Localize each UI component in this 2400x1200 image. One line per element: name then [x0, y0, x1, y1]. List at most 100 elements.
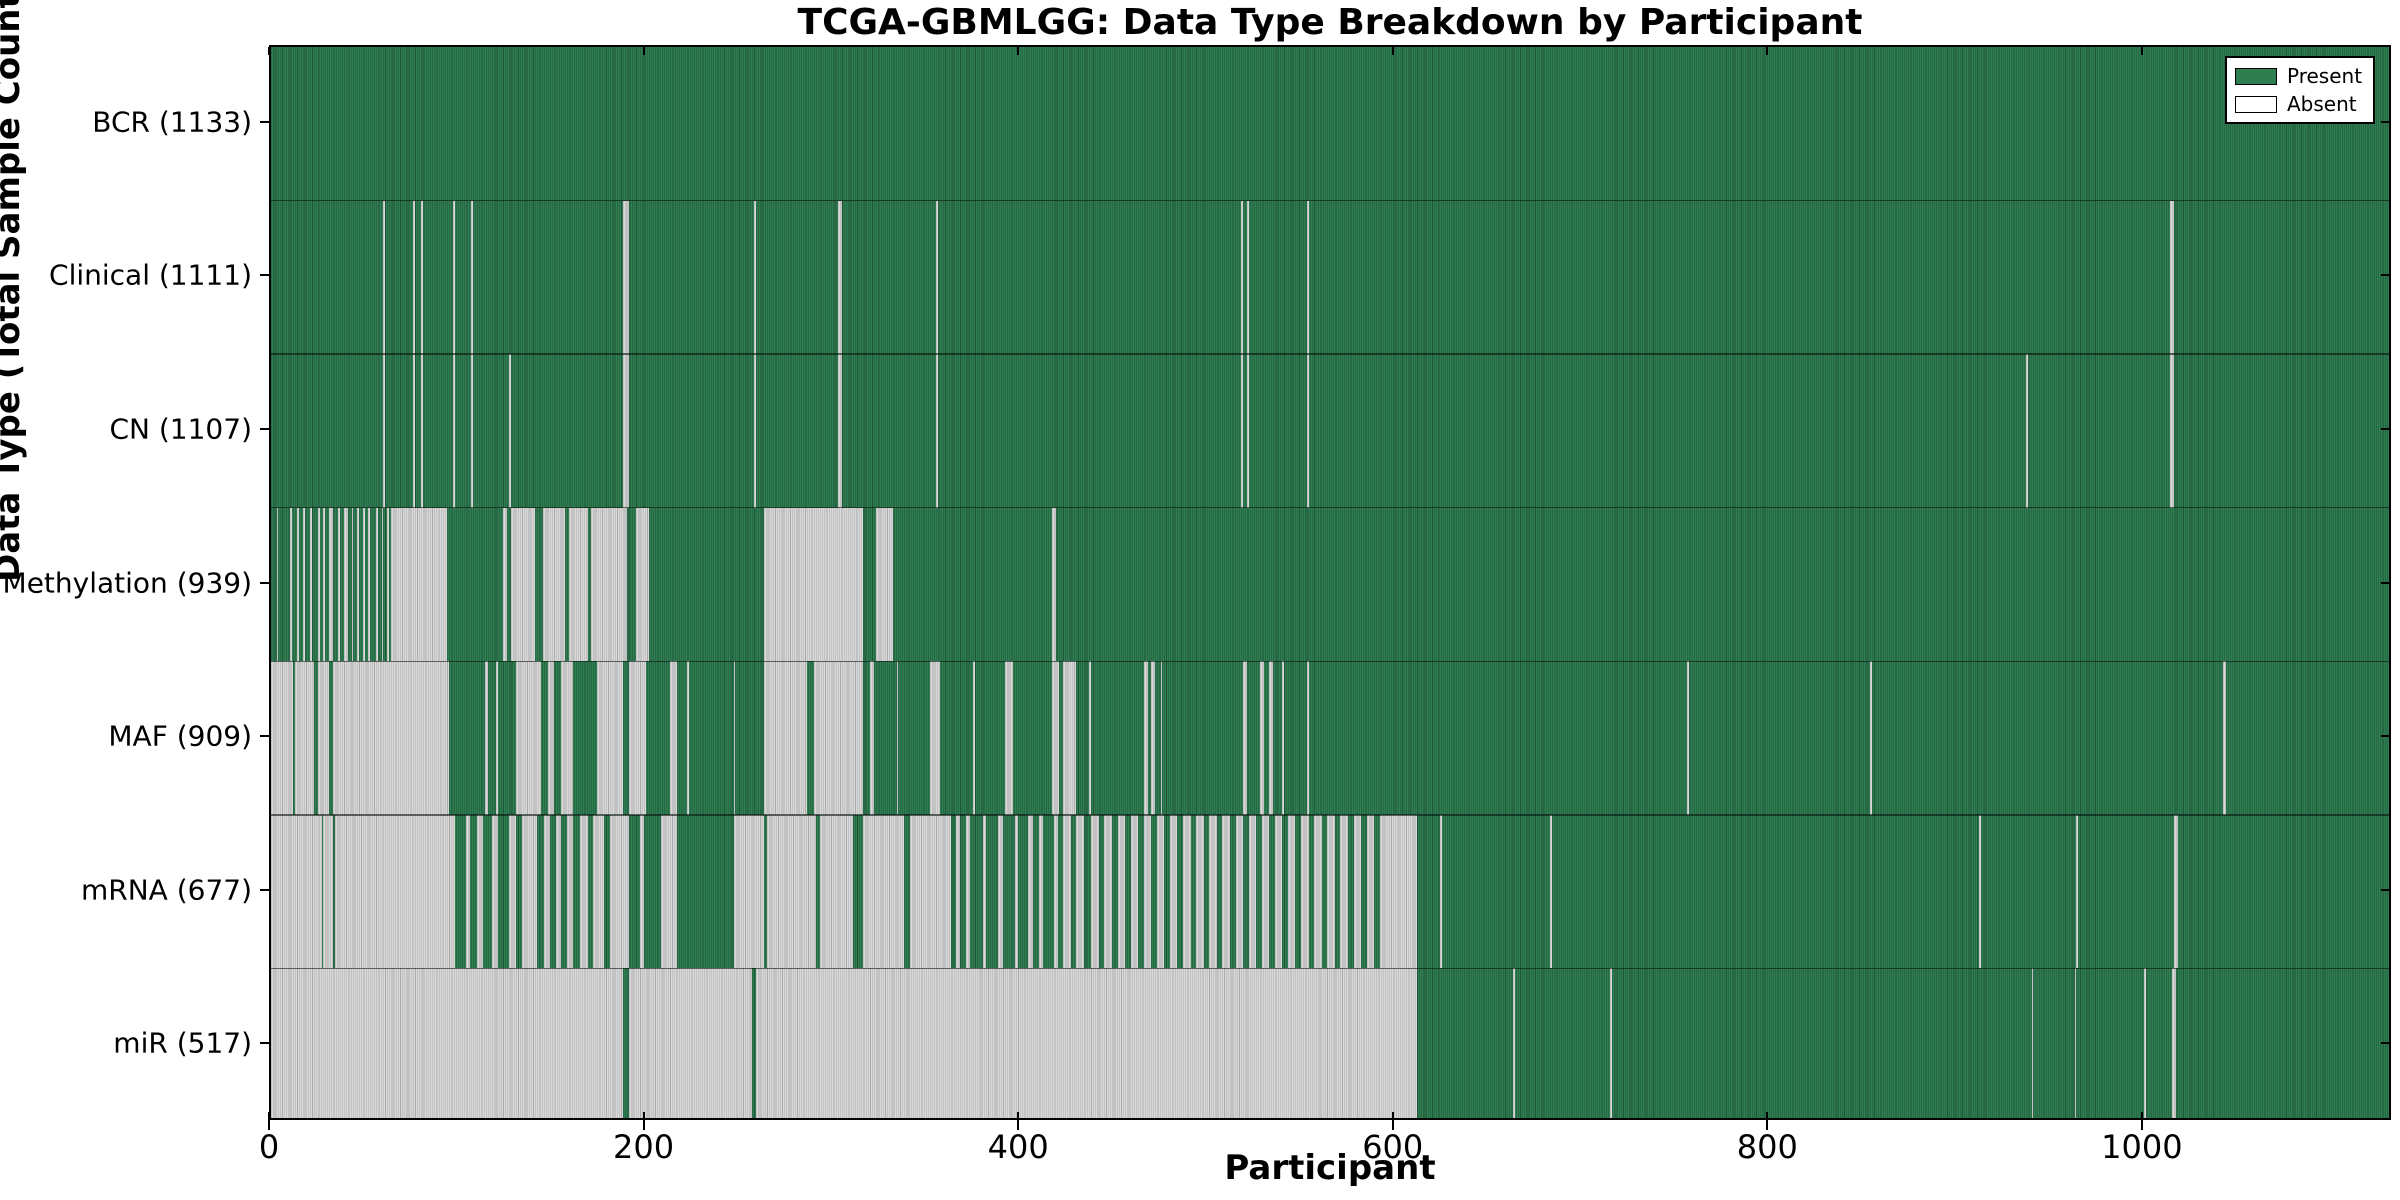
legend: Present Absent	[2225, 56, 2375, 124]
y-axis-title: Data Type (Total Sample Count)	[0, 0, 28, 582]
absent-block	[1287, 814, 1296, 969]
absent-block	[413, 200, 416, 355]
absent-block	[1076, 814, 1084, 969]
y-tick-label: Clinical (1111)	[49, 258, 252, 292]
absent-block	[387, 507, 389, 662]
absent-block	[2170, 354, 2174, 508]
present-swatch	[2235, 67, 2277, 85]
absent-block	[375, 507, 378, 662]
x-tick-bottom	[1766, 1112, 1769, 1130]
absent-block	[420, 354, 423, 508]
absent-block	[1314, 814, 1322, 969]
absent-block	[2076, 814, 2079, 969]
absent-block	[561, 661, 573, 815]
x-tick-bottom	[1391, 1112, 1394, 1130]
y-tick-left	[260, 735, 269, 738]
absent-block	[669, 661, 678, 815]
y-tick-left	[260, 581, 269, 584]
x-tick-top	[1391, 47, 1394, 55]
row-separator	[271, 660, 2389, 663]
absent-block	[639, 814, 644, 969]
absent-block	[1151, 661, 1155, 815]
y-tick-right	[2381, 274, 2389, 277]
absent-block	[1379, 814, 1418, 969]
absent-block	[965, 814, 970, 969]
plot-area	[269, 45, 2391, 1120]
absent-block	[452, 354, 455, 508]
absent-block	[381, 507, 384, 662]
absent-block	[317, 661, 330, 815]
x-tick-bottom	[2140, 1112, 2143, 1130]
absent-block	[542, 507, 566, 662]
absent-block	[471, 200, 474, 355]
row-band-mrna	[271, 814, 2389, 969]
absent-block	[609, 814, 629, 969]
absent-block	[1246, 354, 1249, 508]
absent-block	[636, 507, 650, 662]
x-tick-label: 1000	[2101, 1128, 2183, 1166]
absent-block	[1209, 814, 1217, 969]
absent-block	[271, 968, 624, 1118]
absent-block	[1550, 814, 1553, 969]
absent-block	[1439, 814, 1442, 969]
x-tick-label: 800	[1736, 1128, 1798, 1166]
y-tick-left	[260, 888, 269, 891]
absent-block	[276, 507, 279, 662]
absent-block	[516, 661, 541, 815]
absent-block	[593, 814, 605, 969]
absent-block	[2170, 200, 2174, 355]
absent-block	[896, 661, 899, 815]
absent-block	[390, 507, 448, 662]
row-separator	[271, 814, 2389, 816]
row-separator	[271, 506, 2389, 509]
absent-block	[1610, 968, 1612, 1118]
row-separator	[271, 353, 2389, 355]
absent-block	[763, 661, 807, 815]
absent-block	[1053, 814, 1058, 969]
absent-block	[338, 507, 341, 662]
absent-block	[521, 814, 537, 969]
absent-block	[838, 200, 843, 355]
absent-block	[329, 507, 333, 662]
absent-block	[1052, 661, 1060, 815]
absent-block	[471, 354, 474, 508]
absent-block	[660, 814, 678, 969]
y-tick-left	[260, 120, 269, 123]
x-tick-top	[268, 47, 270, 55]
absent-block	[413, 354, 416, 508]
absent-block	[1005, 661, 1013, 815]
y-tick-label: BCR (1133)	[92, 105, 252, 139]
absent-block	[510, 507, 536, 662]
row-band-cn	[271, 354, 2389, 508]
absent-block	[591, 507, 627, 662]
absent-block	[1261, 814, 1270, 969]
absent-block	[1301, 814, 1309, 969]
absent-block	[1089, 661, 1092, 815]
row-band-maf	[271, 661, 2389, 815]
y-tick-left	[260, 427, 269, 430]
absent-block	[973, 661, 976, 815]
absent-block	[302, 507, 305, 662]
absent-block	[1104, 814, 1112, 969]
x-tick-bottom	[1017, 1112, 1020, 1130]
absent-block	[1686, 661, 1689, 815]
x-tick-label: 600	[1362, 1128, 1424, 1166]
absent-block	[1340, 814, 1348, 969]
absent-block	[420, 200, 423, 355]
x-tick-label: 400	[987, 1128, 1049, 1166]
absent-block	[383, 200, 386, 355]
absent-block	[1512, 968, 1515, 1118]
absent-block	[357, 507, 359, 662]
x-tick-bottom	[268, 1112, 270, 1130]
absent-block	[1160, 661, 1163, 815]
absent-block	[754, 354, 757, 508]
absent-block	[623, 200, 629, 355]
y-tick-right	[2381, 1042, 2389, 1045]
absent-block	[935, 200, 938, 355]
y-tick-right	[2381, 120, 2389, 123]
absent-block	[334, 814, 455, 969]
absent-block	[1222, 814, 1230, 969]
absent-block	[2173, 814, 2178, 969]
absent-block	[344, 507, 348, 662]
row-band-methylation	[271, 507, 2389, 662]
